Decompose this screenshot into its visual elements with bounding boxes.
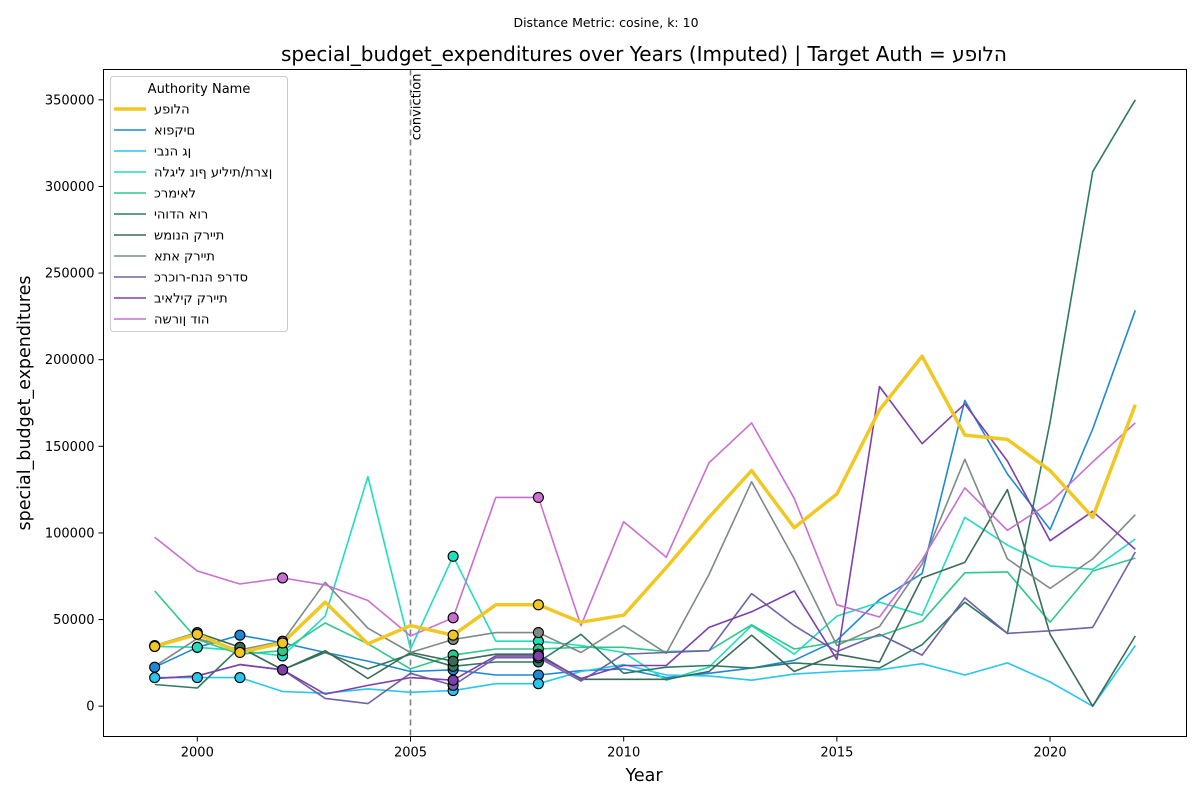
plot-area: conviction <box>149 69 1137 737</box>
series-line-9 <box>154 385 1136 695</box>
imputed-point <box>447 612 459 624</box>
imputed-point <box>149 661 161 673</box>
y-tick-label: 100000 <box>45 526 95 541</box>
imputed-point <box>532 627 544 639</box>
legend-label: תיירק קילאיב <box>154 292 228 307</box>
x-tick-label: 2005 <box>394 746 427 761</box>
imputed-point <box>277 637 289 649</box>
y-tick-label: 200000 <box>45 353 95 368</box>
imputed-point <box>532 650 544 662</box>
x-axis: 2000 2005 2010 2015 2020 <box>181 736 1067 761</box>
x-tick-label: 2020 <box>1034 746 1067 761</box>
imputed-point <box>447 629 459 641</box>
x-tick-label: 2000 <box>181 746 214 761</box>
series-line-4 <box>154 557 1136 670</box>
plot-frame <box>103 69 1187 737</box>
series-line-10 <box>154 422 1136 637</box>
imputed-point <box>191 672 203 684</box>
x-tick-label: 2010 <box>607 746 640 761</box>
y-axis: 0 50000 100000 150000 200000 250000 300000 3500… <box>45 93 104 715</box>
series-line-0 <box>154 354 1137 655</box>
y-tick-label: 50000 <box>53 613 94 628</box>
y-axis-label: special_budget_expenditures <box>15 275 35 530</box>
legend: Authority Name הלופע םיקפוא ןג הנבי ןצרת/תי… <box>110 76 288 332</box>
legend-label: תיירק הנומש <box>154 229 224 244</box>
imputed-point <box>277 572 289 584</box>
imputed-point <box>532 678 544 690</box>
legend-title: Authority Name <box>148 82 251 97</box>
y-tick-label: 0 <box>86 700 94 715</box>
imputed-point <box>234 646 246 659</box>
x-tick-label: 2015 <box>820 746 853 761</box>
series-line-3 <box>154 475 1136 682</box>
y-tick-label: 300000 <box>45 180 95 195</box>
imputed-point <box>149 640 161 652</box>
imputed-point <box>277 664 289 676</box>
legend-label: םיקפוא <box>154 124 195 139</box>
series-line-2 <box>154 645 1136 708</box>
legend-label: רוא הדוהי <box>154 208 208 223</box>
y-tick-label: 150000 <box>45 440 95 455</box>
imputed-point <box>191 641 203 653</box>
x-axis-label: Year <box>624 766 663 786</box>
series-line-8 <box>154 551 1136 705</box>
legend-label: ןג הנבי <box>154 145 191 160</box>
y-tick-label: 350000 <box>45 93 95 108</box>
imputed-point <box>532 599 544 611</box>
chart-suptitle: Distance Metric: cosine, k: 10 <box>513 15 698 30</box>
imputed-point <box>234 672 246 684</box>
imputed-point <box>447 674 459 686</box>
series-line-5 <box>154 99 1136 689</box>
conviction-label: conviction <box>409 74 424 141</box>
series-line-7 <box>154 458 1136 667</box>
legend-label: הוד ןורשה <box>154 313 209 328</box>
imputed-point <box>447 550 459 562</box>
series-line-6 <box>154 488 1136 708</box>
chart-title: special_budget_expenditures over Years (… <box>281 42 1007 66</box>
imputed-point <box>532 491 544 503</box>
legend-frame <box>110 76 288 332</box>
legend-label: הלופע <box>154 103 190 118</box>
legend-label: סדרפ הנח-רוכרכ <box>154 271 248 286</box>
imputed-point <box>447 655 459 667</box>
imputed-point <box>191 628 203 640</box>
legend-label: תיירק אתא <box>154 250 215 265</box>
legend-label: ןצרת/תיליע ףונ ליגלה <box>154 166 272 181</box>
legend-label: לאימרכ <box>154 187 196 202</box>
imputed-point <box>234 629 246 641</box>
imputed-point <box>149 672 161 684</box>
y-tick-label: 250000 <box>45 267 95 282</box>
